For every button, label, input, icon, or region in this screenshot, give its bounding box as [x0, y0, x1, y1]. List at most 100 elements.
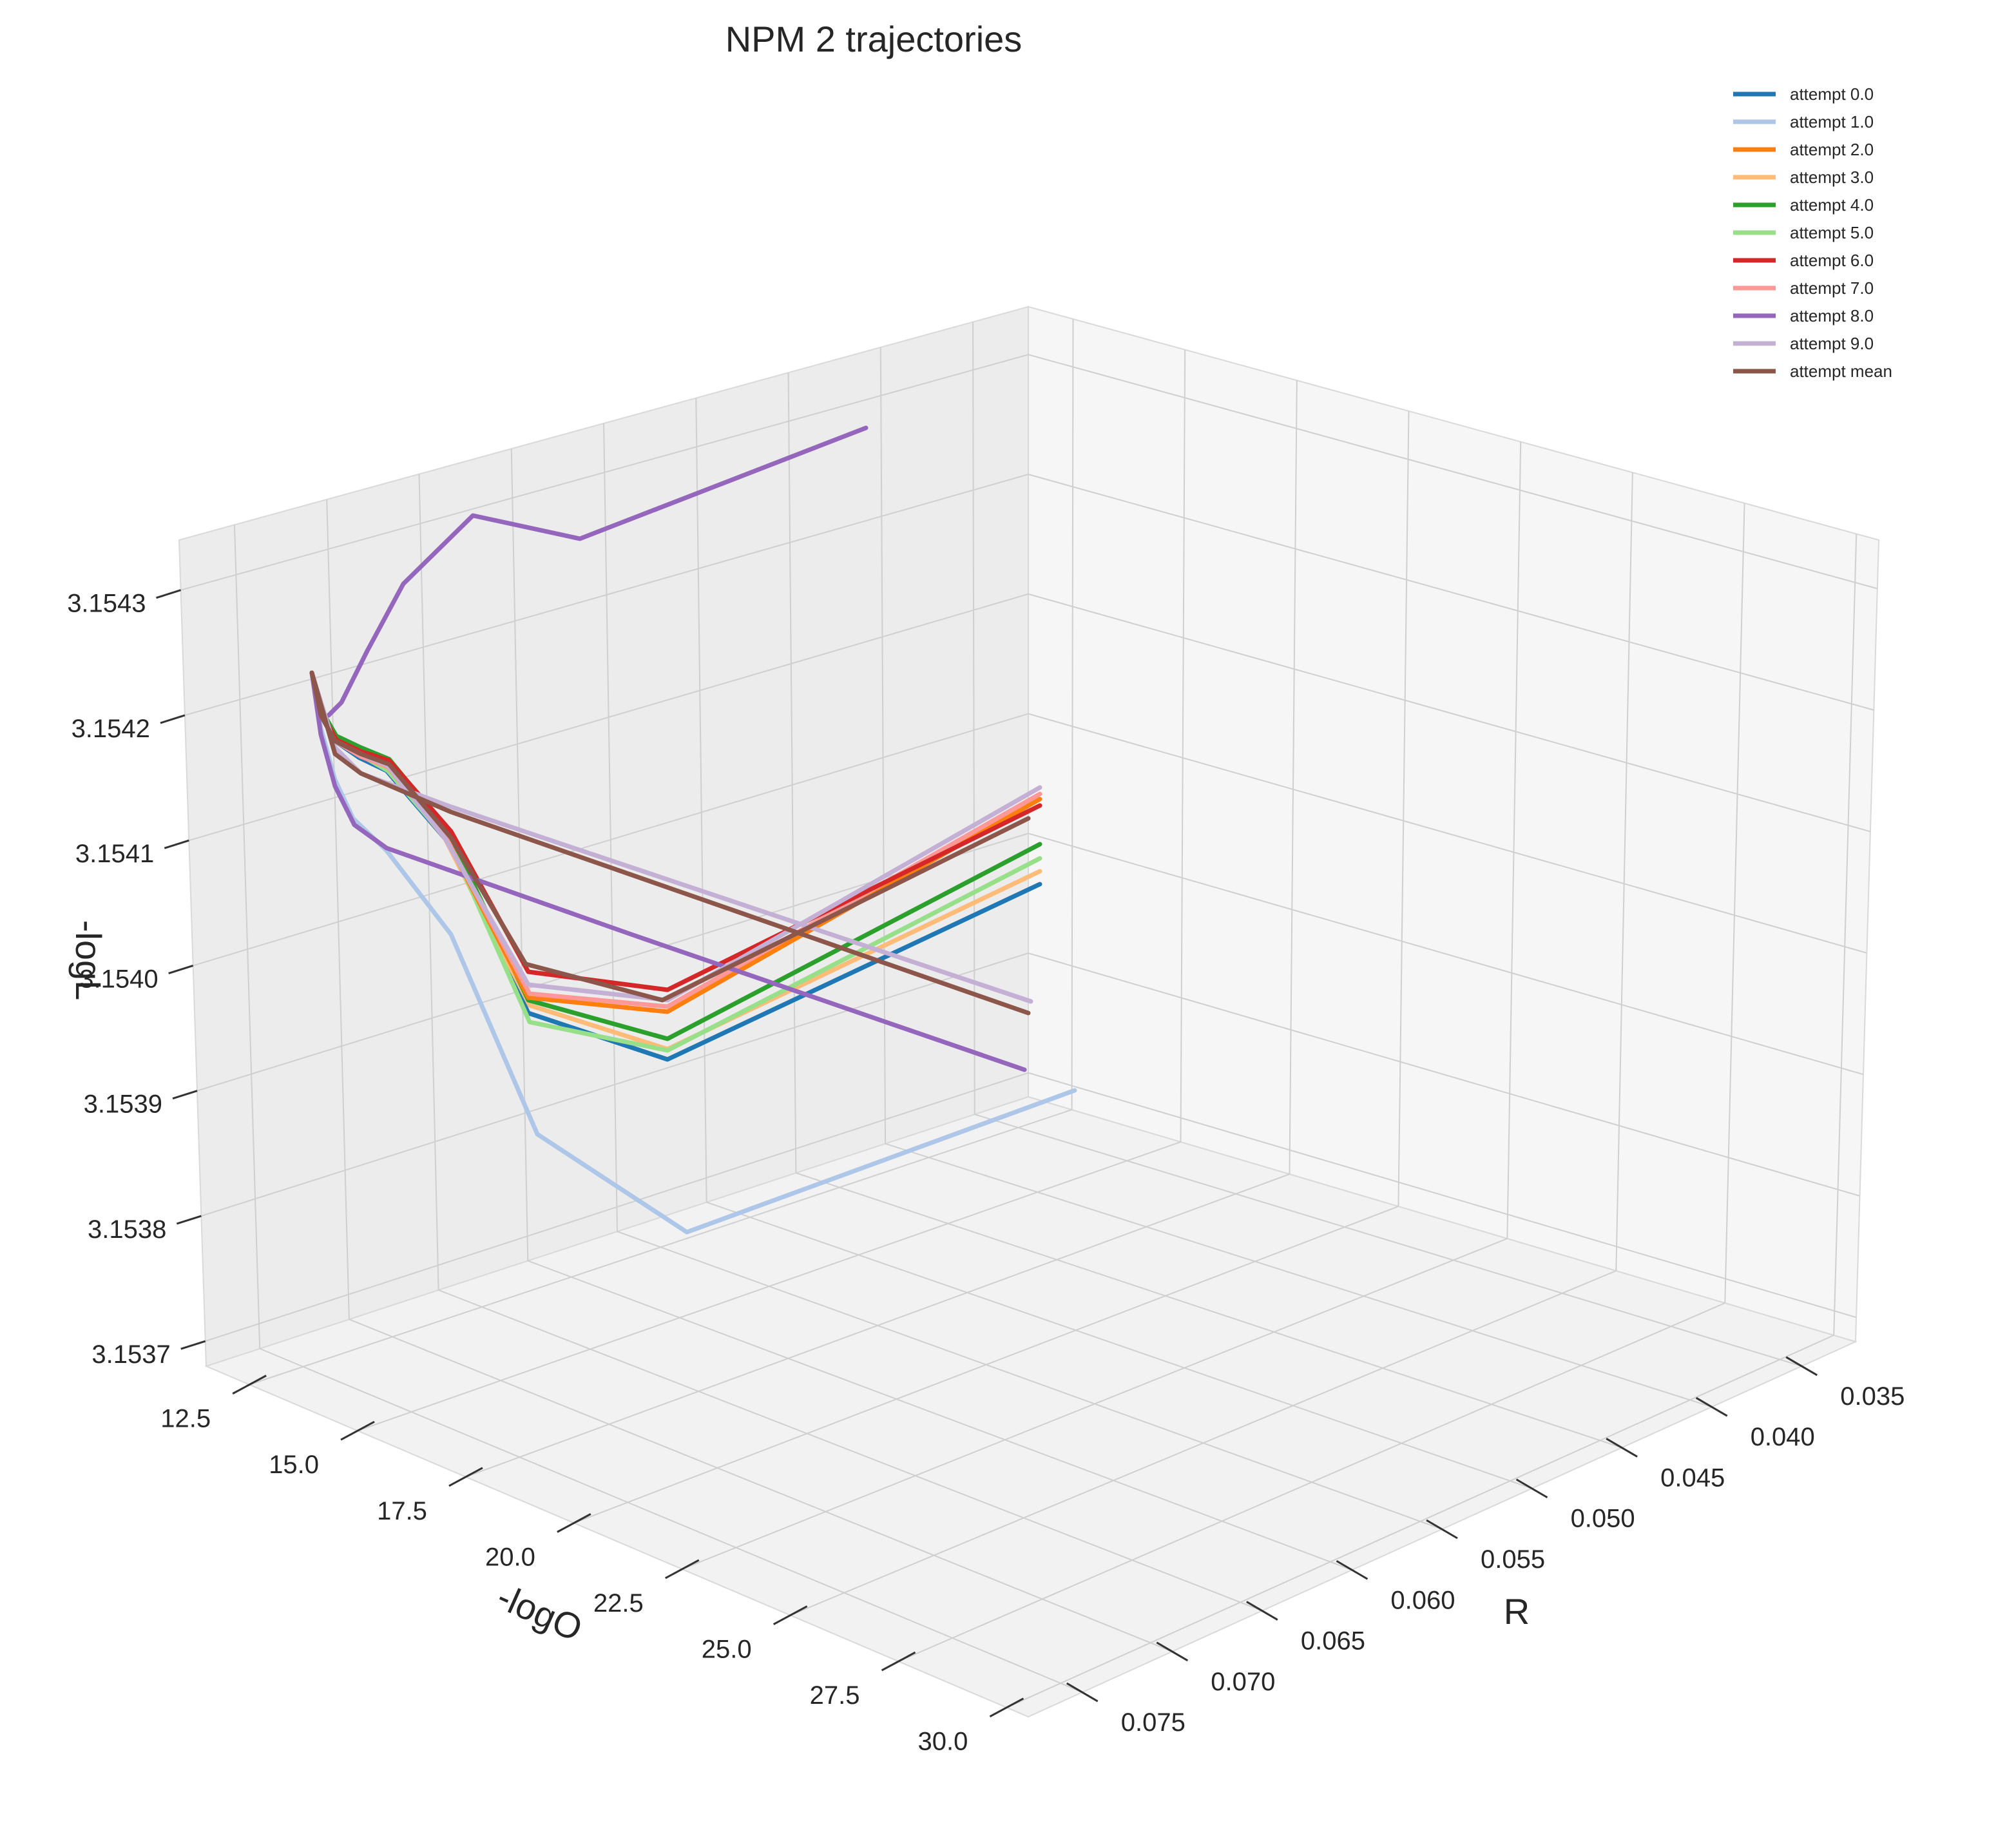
tick-logo [557, 1513, 591, 1533]
tick-label-logo: 22.5 [593, 1589, 644, 1617]
legend-entry: attempt 4.0 [1790, 195, 1874, 215]
right-wall-pane [1028, 305, 1880, 1343]
tick-logl [180, 1340, 206, 1350]
tick-logl [160, 714, 186, 724]
grid-line-logl [180, 354, 1878, 591]
tick-r [1695, 1396, 1728, 1417]
tick-label-r: 0.060 [1390, 1586, 1455, 1614]
tick-label-logo: 20.0 [485, 1543, 535, 1571]
tick-logl [164, 839, 189, 849]
series-line-attempt-mean [309, 670, 1031, 1016]
grid-line-r [438, 1289, 1263, 1612]
tick-r [1606, 1438, 1638, 1458]
tick-logo [773, 1605, 808, 1625]
grid-line-r [879, 347, 887, 1144]
grid-line-logo [682, 1238, 1508, 1570]
chart-title: NPM 2 trajectories [725, 19, 1022, 59]
grid-line-logo [1180, 349, 1186, 1143]
tick-label-logl: 3.1537 [91, 1340, 170, 1369]
tick-logl [172, 1090, 198, 1100]
tick-logl [168, 964, 194, 974]
tick-label-logl: 3.1542 [72, 715, 150, 743]
grid-line-logo [465, 1173, 1290, 1478]
series-lines [309, 425, 1077, 1235]
grid-line-r [787, 372, 797, 1173]
legend-entry: attempt mean [1790, 362, 1892, 381]
grid-line-r [885, 1143, 1712, 1408]
grid-line-logl [184, 474, 1874, 716]
tick-label-logo: 15.0 [269, 1451, 319, 1479]
grid-line-logl [197, 833, 1864, 1092]
tick-label-logo: 12.5 [160, 1405, 211, 1433]
tick-r [1066, 1682, 1099, 1703]
grid-line-r [706, 1201, 1532, 1489]
tick-logl [176, 1215, 202, 1225]
grid-line-logo [249, 1109, 1072, 1386]
axis-panes [178, 305, 1880, 1718]
tick-label-r: 0.075 [1121, 1708, 1186, 1737]
grid-line-logl [189, 593, 1871, 842]
grid-line-r [233, 525, 261, 1349]
tick-label-r: 0.055 [1481, 1545, 1545, 1574]
grid-line-r [349, 1318, 1173, 1652]
grid-line-logl [201, 952, 1860, 1217]
tick-logo [665, 1559, 700, 1579]
grid-line-logo [898, 1302, 1725, 1663]
grid-line-r [796, 1172, 1622, 1449]
grid-line-r [695, 398, 707, 1202]
grid-line-r [527, 1260, 1352, 1571]
tick-logo [989, 1697, 1024, 1718]
tick-r [1156, 1641, 1189, 1662]
tick-label-r: 0.040 [1751, 1423, 1815, 1451]
tick-label-r: 0.045 [1660, 1463, 1725, 1492]
tick-r [1426, 1519, 1458, 1540]
tick-logo [448, 1467, 483, 1487]
grid-line-logo [357, 1141, 1181, 1432]
tick-label-r: 0.070 [1211, 1668, 1275, 1696]
tick-label-logl: 3.1543 [67, 590, 146, 618]
grid-line-logo [1397, 410, 1410, 1207]
legend-entry: attempt 3.0 [1790, 168, 1874, 187]
legend-entry: attempt 8.0 [1790, 306, 1874, 325]
grid-line-r [617, 1231, 1443, 1530]
tick-label-logl: 3.1541 [75, 840, 154, 868]
tick-label-logo: 17.5 [377, 1497, 427, 1525]
legend-entry: attempt 7.0 [1790, 278, 1874, 298]
grid-line-r [510, 449, 529, 1261]
grid-lines [180, 319, 1878, 1708]
grid-line-r [259, 1347, 1083, 1693]
grid-line-logl [205, 1072, 1857, 1342]
tick-logo [881, 1651, 916, 1672]
legend-entry: attempt 2.0 [1790, 140, 1874, 159]
tick-label-logl: 3.1538 [88, 1215, 166, 1244]
grid-line-r [603, 423, 618, 1232]
legend-entry: attempt 1.0 [1790, 112, 1874, 131]
legend-entry: attempt 9.0 [1790, 334, 1874, 353]
tick-label-logo: 25.0 [702, 1636, 752, 1664]
tick-label-logl: 3.1540 [79, 965, 158, 993]
grid-line-logo [1724, 503, 1745, 1304]
tick-logl [156, 589, 181, 599]
grid-line-logo [1006, 1335, 1834, 1708]
tick-label-logl: 3.1539 [84, 1090, 162, 1119]
grid-line-logo [1615, 472, 1633, 1271]
tick-label-r: 0.050 [1571, 1505, 1635, 1533]
legend: attempt 0.0 attempt 1.0 attempt 2.0 attempt… [1733, 84, 1892, 381]
grid-line-logo [573, 1206, 1399, 1524]
axis-label-logo: -logO [492, 1576, 589, 1649]
axis-label-r: R [1504, 1591, 1530, 1632]
grid-line-logo [1289, 380, 1298, 1175]
axis-label-logl: -logL [68, 920, 109, 1001]
legend-entry: attempt 5.0 [1790, 223, 1874, 242]
grid-line-logo [790, 1270, 1617, 1616]
tick-r [1515, 1478, 1548, 1499]
tick-logo [340, 1420, 375, 1441]
tick-r [1785, 1356, 1818, 1376]
tick-label-r: 0.035 [1840, 1382, 1905, 1411]
tick-label-logo: 27.5 [810, 1681, 860, 1710]
tick-logo [232, 1375, 267, 1395]
series-line-attempt-8-0 [309, 670, 1027, 1072]
grid-line-r [418, 474, 439, 1290]
